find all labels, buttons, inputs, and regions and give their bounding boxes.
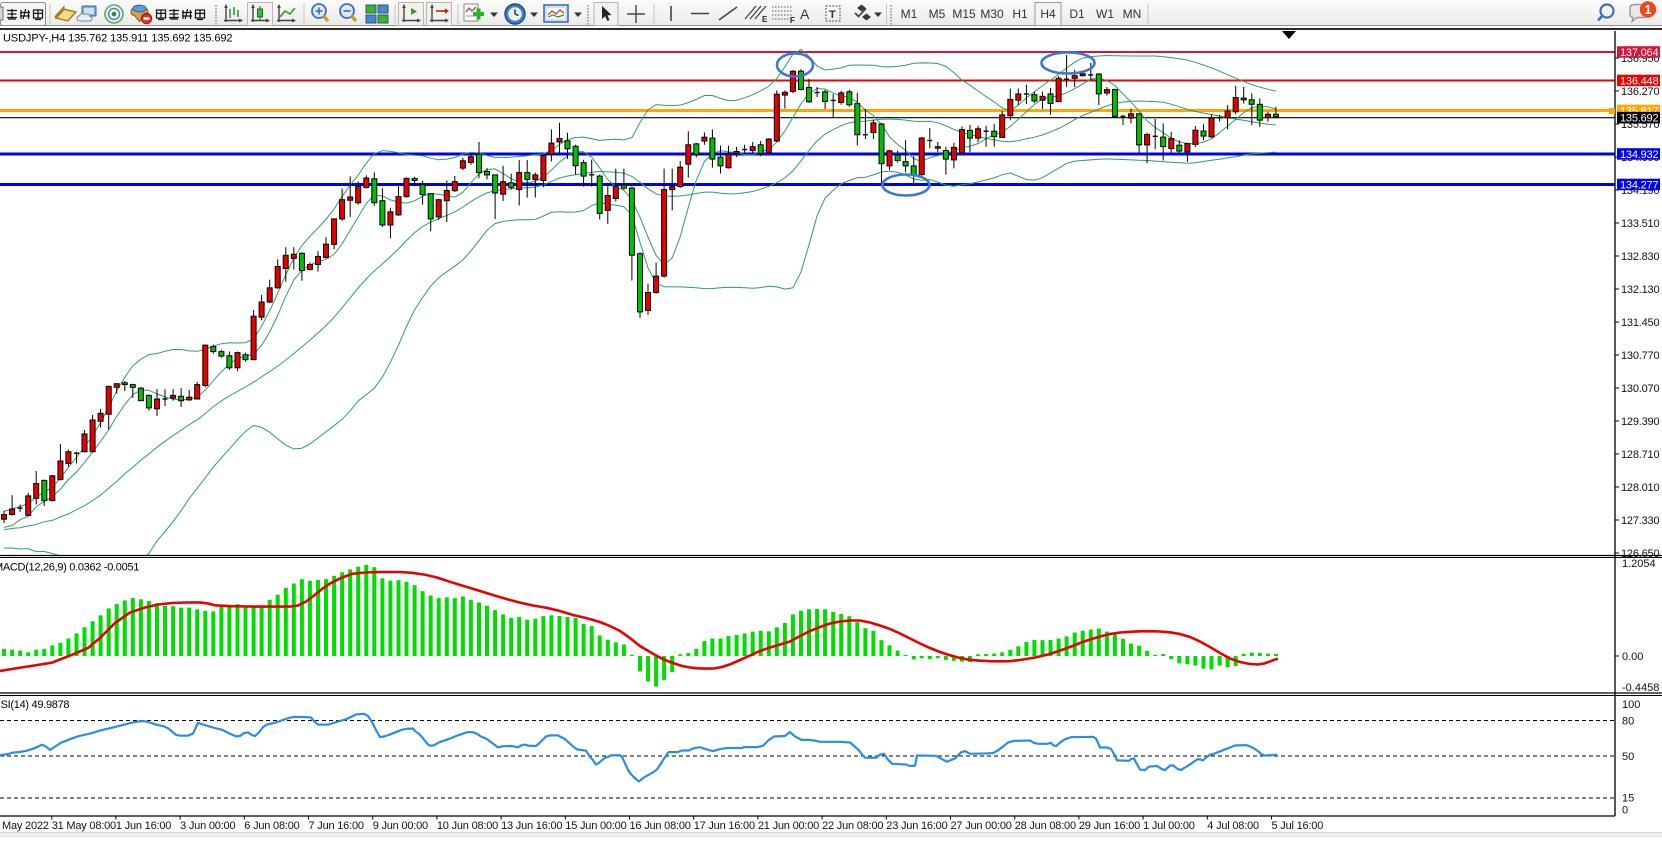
svg-text:130.070: 130.070 — [1621, 383, 1659, 395]
svg-text:W1: W1 — [1096, 7, 1114, 21]
svg-text:132.830: 132.830 — [1621, 251, 1659, 263]
svg-text:134.277: 134.277 — [1620, 180, 1658, 192]
svg-text:7 Jun 16:00: 7 Jun 16:00 — [309, 820, 364, 832]
svg-text:May 2022: May 2022 — [2, 820, 49, 832]
svg-text:1.2054: 1.2054 — [1622, 558, 1656, 570]
svg-text:10 Jun 08:00: 10 Jun 08:00 — [437, 820, 498, 832]
svg-text:T: T — [829, 9, 836, 21]
svg-text:-0.4458: -0.4458 — [1622, 682, 1659, 694]
svg-text:31 May 08:00: 31 May 08:00 — [52, 820, 116, 832]
svg-text:15: 15 — [1622, 793, 1634, 805]
svg-text:0: 0 — [1622, 805, 1628, 817]
svg-text:M5: M5 — [929, 7, 946, 21]
svg-text:1 Jun 16:00: 1 Jun 16:00 — [116, 820, 171, 832]
svg-text:130.770: 130.770 — [1621, 350, 1659, 362]
svg-text:M30: M30 — [980, 7, 1004, 21]
svg-text:127.330: 127.330 — [1621, 515, 1659, 527]
svg-text:H1: H1 — [1012, 7, 1028, 21]
svg-text:23 Jun 16:00: 23 Jun 16:00 — [886, 820, 947, 832]
svg-text:137.064: 137.064 — [1620, 47, 1658, 59]
svg-text:RSI(14) 49.9878: RSI(14) 49.9878 — [0, 699, 69, 711]
svg-text:6 Jun 08:00: 6 Jun 08:00 — [244, 820, 299, 832]
svg-text:9 Jun 00:00: 9 Jun 00:00 — [373, 820, 428, 832]
svg-text:136.270: 136.270 — [1621, 86, 1659, 98]
svg-text:133.510: 133.510 — [1621, 218, 1659, 230]
svg-text:132.130: 132.130 — [1621, 284, 1659, 296]
svg-text:MACD(12,26,9) 0.0362 -0.0051: MACD(12,26,9) 0.0362 -0.0051 — [0, 562, 139, 574]
svg-text:A: A — [800, 6, 810, 22]
svg-text:135.692: 135.692 — [1620, 113, 1658, 125]
svg-text:D1: D1 — [1069, 7, 1085, 21]
svg-text:22 Jun 08:00: 22 Jun 08:00 — [822, 820, 883, 832]
svg-text:1 Jul 00:00: 1 Jul 00:00 — [1143, 820, 1195, 832]
svg-text:128.010: 128.010 — [1621, 482, 1659, 494]
svg-text:16 Jun 08:00: 16 Jun 08:00 — [630, 820, 691, 832]
svg-text:17 Jun 16:00: 17 Jun 16:00 — [694, 820, 755, 832]
svg-text:M1: M1 — [901, 7, 918, 21]
svg-text:50: 50 — [1622, 751, 1634, 763]
svg-text:136.448: 136.448 — [1620, 76, 1658, 88]
svg-text:USDJPY-,H4 135.762 135.911 13: USDJPY-,H4 135.762 135.911 135.692 135.6… — [3, 33, 232, 45]
svg-text:131.450: 131.450 — [1621, 317, 1659, 329]
svg-text:29 Jun 16:00: 29 Jun 16:00 — [1079, 820, 1140, 832]
svg-text:21 Jun 00:00: 21 Jun 00:00 — [758, 820, 819, 832]
svg-text:3 Jun 00:00: 3 Jun 00:00 — [180, 820, 235, 832]
svg-text:E: E — [762, 15, 768, 24]
svg-text:28 Jun 08:00: 28 Jun 08:00 — [1015, 820, 1076, 832]
svg-text:MN: MN — [1123, 7, 1142, 21]
svg-text:134.932: 134.932 — [1620, 149, 1658, 161]
svg-text:1: 1 — [1645, 3, 1652, 17]
svg-text:4 Jul 08:00: 4 Jul 08:00 — [1207, 820, 1259, 832]
svg-text:129.390: 129.390 — [1621, 416, 1659, 428]
svg-text:0.00: 0.00 — [1622, 651, 1643, 663]
svg-text:80: 80 — [1622, 716, 1634, 728]
svg-text:5 Jul 16:00: 5 Jul 16:00 — [1272, 820, 1324, 832]
svg-text:H4: H4 — [1040, 7, 1056, 21]
svg-text:F: F — [790, 16, 795, 25]
svg-text:100: 100 — [1622, 699, 1640, 711]
svg-text:15 Jun 00:00: 15 Jun 00:00 — [565, 820, 626, 832]
svg-text:13 Jun 16:00: 13 Jun 16:00 — [501, 820, 562, 832]
svg-text:27 Jun 00:00: 27 Jun 00:00 — [951, 820, 1012, 832]
svg-text:126.650: 126.650 — [1621, 548, 1659, 560]
svg-text:128.710: 128.710 — [1621, 449, 1659, 461]
svg-text:M15: M15 — [952, 7, 976, 21]
